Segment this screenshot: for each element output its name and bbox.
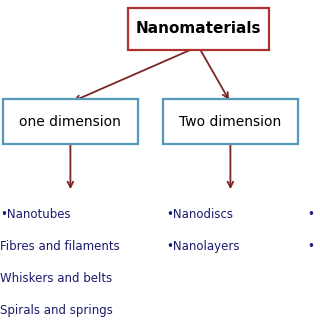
Text: Fibres and filaments: Fibres and filaments bbox=[0, 240, 120, 253]
Text: Whiskers and belts: Whiskers and belts bbox=[0, 272, 112, 285]
Text: Two dimension: Two dimension bbox=[179, 115, 282, 129]
FancyBboxPatch shape bbox=[163, 99, 298, 144]
Text: one dimension: one dimension bbox=[20, 115, 121, 129]
Text: •Nanodiscs: •Nanodiscs bbox=[166, 208, 233, 221]
Text: Spirals and springs: Spirals and springs bbox=[0, 304, 113, 317]
Text: •: • bbox=[307, 208, 314, 221]
Text: •: • bbox=[307, 240, 314, 253]
FancyBboxPatch shape bbox=[3, 99, 138, 144]
FancyBboxPatch shape bbox=[128, 8, 269, 50]
Text: •Nanolayers: •Nanolayers bbox=[166, 240, 240, 253]
Text: •Nanotubes: •Nanotubes bbox=[0, 208, 71, 221]
Text: Nanomaterials: Nanomaterials bbox=[136, 21, 261, 36]
